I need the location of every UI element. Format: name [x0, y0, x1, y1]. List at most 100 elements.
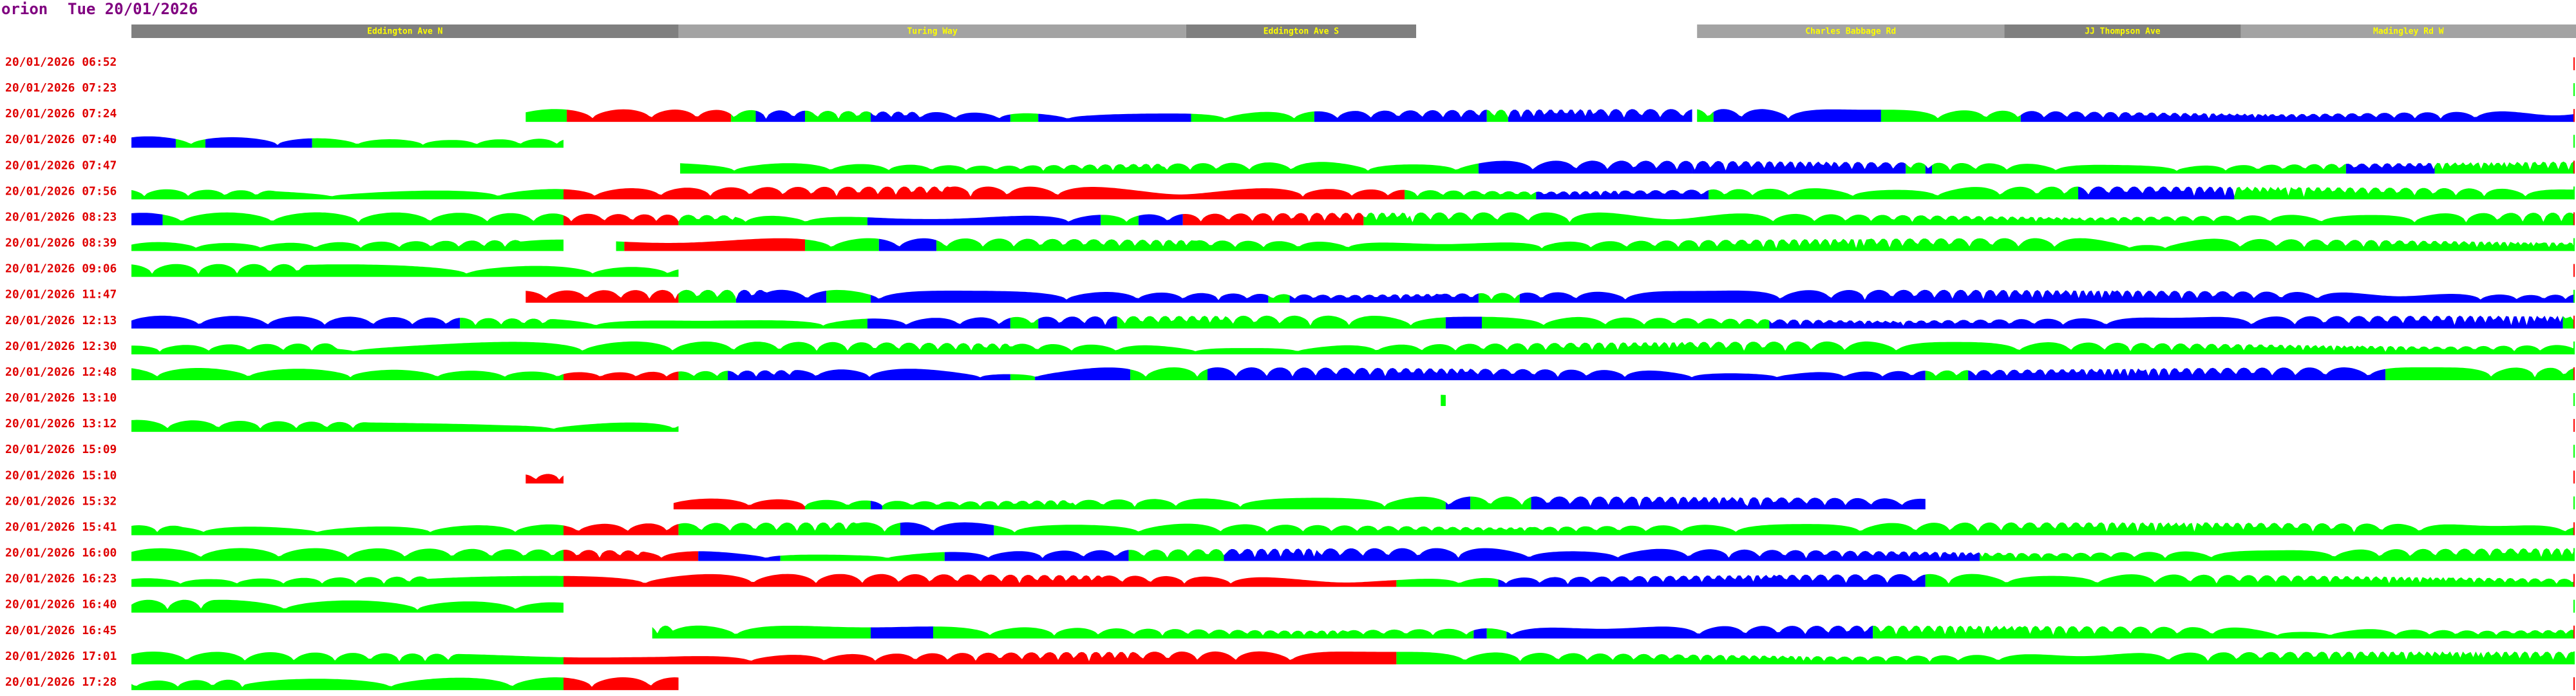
- speed-profile: [867, 215, 1101, 226]
- speed-profile: [678, 371, 728, 380]
- row-timestamp: 20/01/2026 13:12: [5, 417, 117, 430]
- speed-profile: [1713, 109, 1881, 122]
- speed-profile: [1363, 212, 2575, 226]
- speed-profile: [1478, 293, 1520, 303]
- speed-profile: [526, 289, 679, 303]
- row-timestamp: 20/01/2026 16:45: [5, 624, 117, 637]
- speed-profile: [755, 110, 805, 122]
- speed-profile: [805, 499, 871, 510]
- speed-profile: [131, 548, 564, 561]
- speed-profile: [1769, 315, 2563, 329]
- speed-profile: [678, 215, 867, 226]
- speed-profile: [624, 238, 805, 251]
- speed-profile: [882, 496, 1446, 510]
- road-label: Charles Babbage Rd: [1805, 27, 1896, 37]
- row-timestamp: 20/01/2026 07:56: [5, 184, 117, 198]
- row-timestamp: 20/01/2026 17:28: [5, 675, 117, 689]
- speed-profile: [1445, 316, 1482, 329]
- speed-profile: [871, 626, 933, 639]
- speed-profile: [1268, 294, 1290, 303]
- speed-profile: [735, 289, 827, 303]
- speed-profile: [826, 289, 871, 303]
- speed-profile: [936, 238, 2575, 251]
- speed-profile: [1208, 367, 1926, 380]
- speed-profile: [1925, 165, 1932, 174]
- speed-profile: [131, 368, 564, 380]
- road-segment: [2004, 24, 2241, 38]
- row-timestamp: 20/01/2026 12:48: [5, 365, 117, 379]
- speed-profile: [673, 498, 805, 510]
- speed-profile: [652, 625, 871, 639]
- speed-profile: [678, 289, 736, 303]
- speed-profile: [1445, 496, 1471, 510]
- speed-profile: [1925, 574, 2575, 587]
- row-timestamp: 20/01/2026 07:40: [5, 133, 117, 146]
- speed-profile: [1396, 651, 2575, 664]
- speed-profile: [1519, 289, 2575, 303]
- speed-profile: [1498, 574, 1926, 587]
- speed-profile: [131, 524, 564, 536]
- speed-profile: [1873, 625, 2575, 639]
- speed-profile: [1038, 316, 1117, 329]
- speed-profile: [131, 599, 564, 613]
- speed-profile: [205, 137, 312, 148]
- speed-profile: [1314, 110, 1487, 122]
- speed-profile: [526, 109, 567, 122]
- speed-profile: [131, 136, 176, 148]
- speed-profile: [871, 291, 1269, 303]
- row-timestamp: 20/01/2026 11:47: [5, 288, 117, 302]
- speed-profile: [162, 212, 564, 226]
- speed-profile: [131, 677, 564, 690]
- speed-profile: [131, 341, 2575, 354]
- speed-profile: [944, 550, 1129, 561]
- speed-profile: [1224, 548, 1980, 561]
- speed-profile: [564, 574, 1397, 587]
- speed-profile: [1506, 625, 1873, 639]
- speed-profile: [564, 550, 699, 561]
- row-timestamp: 20/01/2026 16:00: [5, 546, 117, 560]
- header-date: Tue 20/01/2026: [68, 0, 198, 18]
- speed-profile: [131, 189, 564, 200]
- speed-profile: [933, 626, 1474, 639]
- row-timestamp: 20/01/2026 12:13: [5, 314, 117, 327]
- speed-profile: [1117, 315, 1446, 329]
- road-segment: [1697, 24, 2005, 38]
- speed-profile: [1697, 109, 1714, 122]
- speed-profile: [1968, 367, 2386, 380]
- road-label: Madingley Rd W: [2373, 27, 2444, 37]
- speed-profile: [1128, 549, 1224, 561]
- speed-profile: [2345, 162, 2435, 174]
- row-timestamp: 20/01/2026 16:40: [5, 598, 117, 612]
- speed-profile: [131, 239, 564, 251]
- road-bar: Eddington Ave N Turing Way Eddington Ave S…: [131, 24, 2576, 38]
- speed-profile: [871, 111, 1010, 122]
- rows: 20/01/2026 06:52 20/01/2026 07:23 20/01/20…: [5, 55, 2575, 690]
- speed-profile: [312, 138, 564, 148]
- speed-profile: [1482, 316, 1770, 329]
- speed-profile: [564, 186, 1405, 200]
- speed-profile: [728, 369, 1010, 380]
- speed-profile: [2562, 316, 2575, 329]
- speed-profile: [1396, 577, 1499, 587]
- speed-profile: [1289, 293, 1479, 303]
- row-timestamp: 20/01/2026 09:06: [5, 262, 117, 276]
- row-timestamp: 20/01/2026 08:23: [5, 210, 117, 224]
- speed-profile: [131, 213, 163, 226]
- road-label: JJ Thompson Ave: [2085, 27, 2161, 37]
- speed-profile: [460, 318, 867, 329]
- speed-profile: [731, 110, 756, 122]
- speed-profile: [1906, 162, 1926, 174]
- speed-profile: [2078, 186, 2235, 200]
- speed-profile: [1473, 628, 1487, 639]
- speed-profile: [805, 110, 871, 122]
- speed-profile: [564, 677, 679, 690]
- speed-profile: [1470, 496, 1531, 510]
- speed-profile: [175, 139, 205, 148]
- speed-profile: [1536, 189, 1709, 200]
- speed-profile: [1010, 316, 1039, 329]
- speed-profile: [1486, 628, 1507, 639]
- speed-profile: [1138, 214, 1183, 226]
- speed-profile: [1692, 160, 1906, 174]
- row-timestamp: 20/01/2026 13:10: [5, 391, 117, 405]
